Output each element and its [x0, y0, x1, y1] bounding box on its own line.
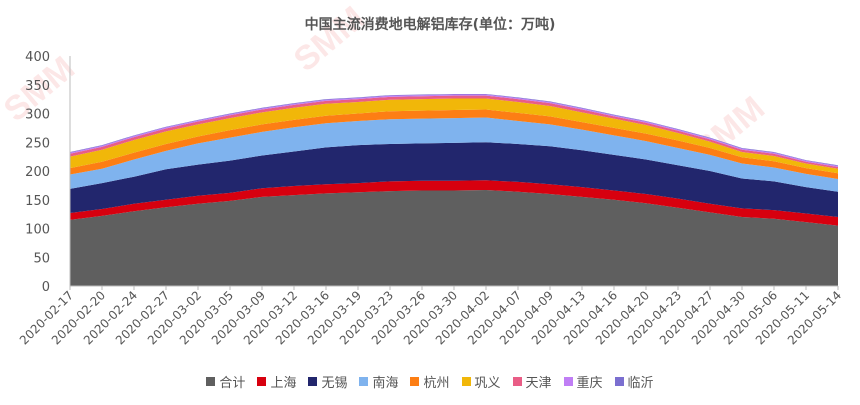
legend-label: 临沂: [627, 376, 654, 391]
legend-swatch: [563, 377, 573, 386]
legend-item[interactable]: 临沂: [614, 372, 654, 391]
y-tick-label: 400: [25, 50, 50, 65]
legend-swatch: [614, 377, 624, 386]
legend-label: 天津: [525, 376, 552, 391]
legend-label: 南海: [372, 376, 399, 391]
y-tick-label: 150: [25, 194, 50, 209]
legend-swatch: [206, 377, 216, 386]
legend-swatch: [512, 377, 522, 386]
legend-label: 上海: [270, 376, 297, 391]
legend-item[interactable]: 上海: [257, 372, 296, 391]
legend-swatch: [359, 377, 369, 386]
area-series-4: [70, 109, 838, 180]
legend-label: 巩义: [474, 376, 501, 391]
legend-item[interactable]: 杭州: [410, 372, 450, 391]
legend-item[interactable]: 天津: [512, 372, 552, 391]
y-tick-label: 100: [25, 223, 50, 238]
legend-swatch: [410, 377, 420, 386]
y-tick-label: 300: [25, 108, 50, 123]
y-tick-label: 200: [25, 165, 50, 180]
y-tick-label: 350: [25, 79, 50, 94]
y-tick-label: 0: [42, 280, 50, 295]
y-tick-label: 50: [33, 251, 50, 266]
legend: 合计 上海 无锡 南海 杭州 巩义 天津 重庆 临沂: [0, 372, 860, 391]
y-tick-label: 250: [25, 136, 50, 151]
legend-item[interactable]: 无锡: [308, 372, 347, 391]
legend-item[interactable]: 南海: [359, 372, 398, 391]
legend-swatch: [461, 377, 471, 386]
legend-label: 杭州: [423, 376, 450, 391]
legend-label: 重庆: [576, 376, 603, 391]
area-series-2: [70, 142, 838, 217]
area-series-5: [70, 98, 838, 174]
legend-item[interactable]: 巩义: [461, 372, 501, 391]
chart-title: 中国主流消费地电解铝库存(单位：万吨): [304, 17, 556, 33]
legend-item[interactable]: 重庆: [563, 372, 603, 391]
legend-swatch: [308, 377, 318, 386]
stacked-area-chart: 0501001502002503003504002020-02-172020-0…: [17, 50, 844, 347]
area-series-1: [70, 180, 838, 226]
area-series-3: [70, 117, 838, 192]
legend-label: 合计: [219, 376, 246, 391]
legend-swatch: [257, 377, 267, 386]
area-series-0: [70, 189, 838, 286]
legend-item[interactable]: 合计: [206, 372, 245, 391]
legend-label: 无锡: [321, 376, 348, 391]
